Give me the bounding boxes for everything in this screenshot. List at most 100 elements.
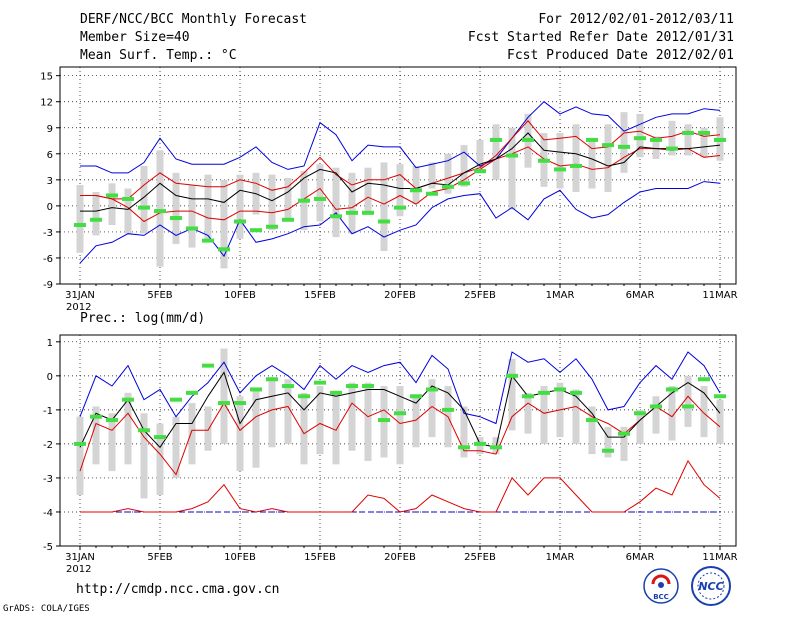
x-tick-label: 15FEB xyxy=(304,290,336,301)
ensemble-box xyxy=(412,396,420,448)
ensemble-box xyxy=(428,162,436,189)
ensemble-box xyxy=(108,183,116,225)
ensemble-box xyxy=(380,162,388,252)
mean-marker xyxy=(554,387,566,392)
ensemble-box xyxy=(700,127,708,158)
mean-marker xyxy=(170,216,182,221)
x-tick-label: 1MAR xyxy=(546,290,575,301)
ensemble-box xyxy=(668,386,676,441)
ensemble-box xyxy=(540,386,548,444)
ensemble-box xyxy=(156,423,164,495)
ensemble-box xyxy=(204,406,212,451)
ensemble-box xyxy=(92,406,100,465)
series-upper-line xyxy=(80,120,721,200)
mean-marker xyxy=(570,163,582,168)
ensemble-box xyxy=(396,386,404,465)
mean-marker xyxy=(154,209,166,214)
ensemble-box xyxy=(620,112,628,173)
y-tick-label: -4 xyxy=(43,508,53,519)
mean-marker xyxy=(314,380,326,385)
y-tick-label: -9 xyxy=(43,280,53,291)
mean-marker xyxy=(122,196,134,201)
mean-marker xyxy=(394,411,406,416)
mean-marker xyxy=(426,387,438,392)
mean-marker xyxy=(218,247,230,252)
mean-marker xyxy=(186,226,198,231)
mean-marker xyxy=(522,394,534,399)
ensemble-box xyxy=(588,406,596,455)
mean-marker xyxy=(586,137,598,142)
mean-marker xyxy=(682,404,694,409)
ensemble-box xyxy=(492,124,500,180)
ensemble-box xyxy=(556,132,564,189)
forecast-start-date: Fcst Started Refer Date 2012/01/31 xyxy=(467,30,734,45)
svg-text:NCC: NCC xyxy=(698,580,723,593)
x-tick-label: 31JAN xyxy=(65,552,95,563)
mean-marker xyxy=(458,445,470,450)
ensemble-box xyxy=(684,375,692,427)
ncc-logo: NCC xyxy=(691,566,731,606)
mean-marker xyxy=(618,144,630,149)
series-max-line xyxy=(80,101,721,174)
ensemble-box xyxy=(236,174,244,239)
y-tick-label: 15 xyxy=(40,72,53,83)
ensemble-box xyxy=(172,416,180,478)
mean-marker xyxy=(330,214,342,219)
y-tick-label: 0 xyxy=(47,202,53,213)
mean-marker xyxy=(170,397,182,402)
y-tick-label: -6 xyxy=(43,254,53,265)
mean-marker xyxy=(634,411,646,416)
ensemble-box xyxy=(124,392,132,465)
ensemble-box xyxy=(332,392,340,465)
mean-marker xyxy=(234,401,246,406)
series-max-line xyxy=(79,351,721,425)
mean-marker xyxy=(602,143,614,148)
mean-marker xyxy=(490,137,502,142)
ensemble-box xyxy=(300,392,308,465)
ensemble-box xyxy=(412,165,420,205)
ensemble-box xyxy=(572,124,580,192)
y-tick-label: 9 xyxy=(47,124,53,135)
mean-marker xyxy=(602,448,614,453)
mean-marker xyxy=(570,390,582,395)
mean-marker xyxy=(218,401,230,406)
ensemble-box xyxy=(636,409,644,444)
mean-marker xyxy=(154,435,166,440)
bcc-logo: BCC xyxy=(643,568,679,604)
mean-marker xyxy=(442,184,454,189)
forecast-produced-date: Fcst Produced Date 2012/02/01 xyxy=(507,48,734,63)
mean-marker xyxy=(538,158,550,163)
ensemble-box xyxy=(156,150,164,267)
ensemble-box xyxy=(476,139,484,168)
variable-label: Mean Surf. Temp.: °C xyxy=(80,48,237,63)
mean-marker xyxy=(282,217,294,222)
mean-marker xyxy=(554,167,566,172)
mean-marker xyxy=(698,130,710,135)
mean-marker xyxy=(106,193,118,198)
ensemble-box xyxy=(348,172,356,234)
mean-marker xyxy=(378,418,390,423)
x-tick-year: 2012 xyxy=(66,302,91,313)
series-min-line xyxy=(79,181,721,264)
mean-marker xyxy=(586,418,598,423)
ensemble-box xyxy=(268,379,276,448)
mean-marker xyxy=(666,146,678,151)
ensemble-box xyxy=(508,358,516,431)
ensemble-box xyxy=(332,167,340,238)
mean-marker xyxy=(346,210,358,215)
mean-marker xyxy=(138,428,150,433)
x-tick-label: 10FEB xyxy=(224,552,256,563)
ensemble-box xyxy=(140,413,148,499)
ensemble-box xyxy=(284,178,292,222)
mean-marker xyxy=(106,418,118,423)
ensemble-box xyxy=(684,124,692,156)
ensemble-box xyxy=(220,179,228,269)
mean-marker xyxy=(362,384,374,389)
x-tick-label: 5FEB xyxy=(147,290,172,301)
mean-marker xyxy=(90,414,102,419)
y-tick-label: 0 xyxy=(47,372,53,383)
source-url: http://cmdp.ncc.cma.gov.cn xyxy=(76,582,280,597)
mean-marker xyxy=(442,407,454,412)
mean-marker xyxy=(314,196,326,201)
ensemble-box xyxy=(204,174,212,241)
